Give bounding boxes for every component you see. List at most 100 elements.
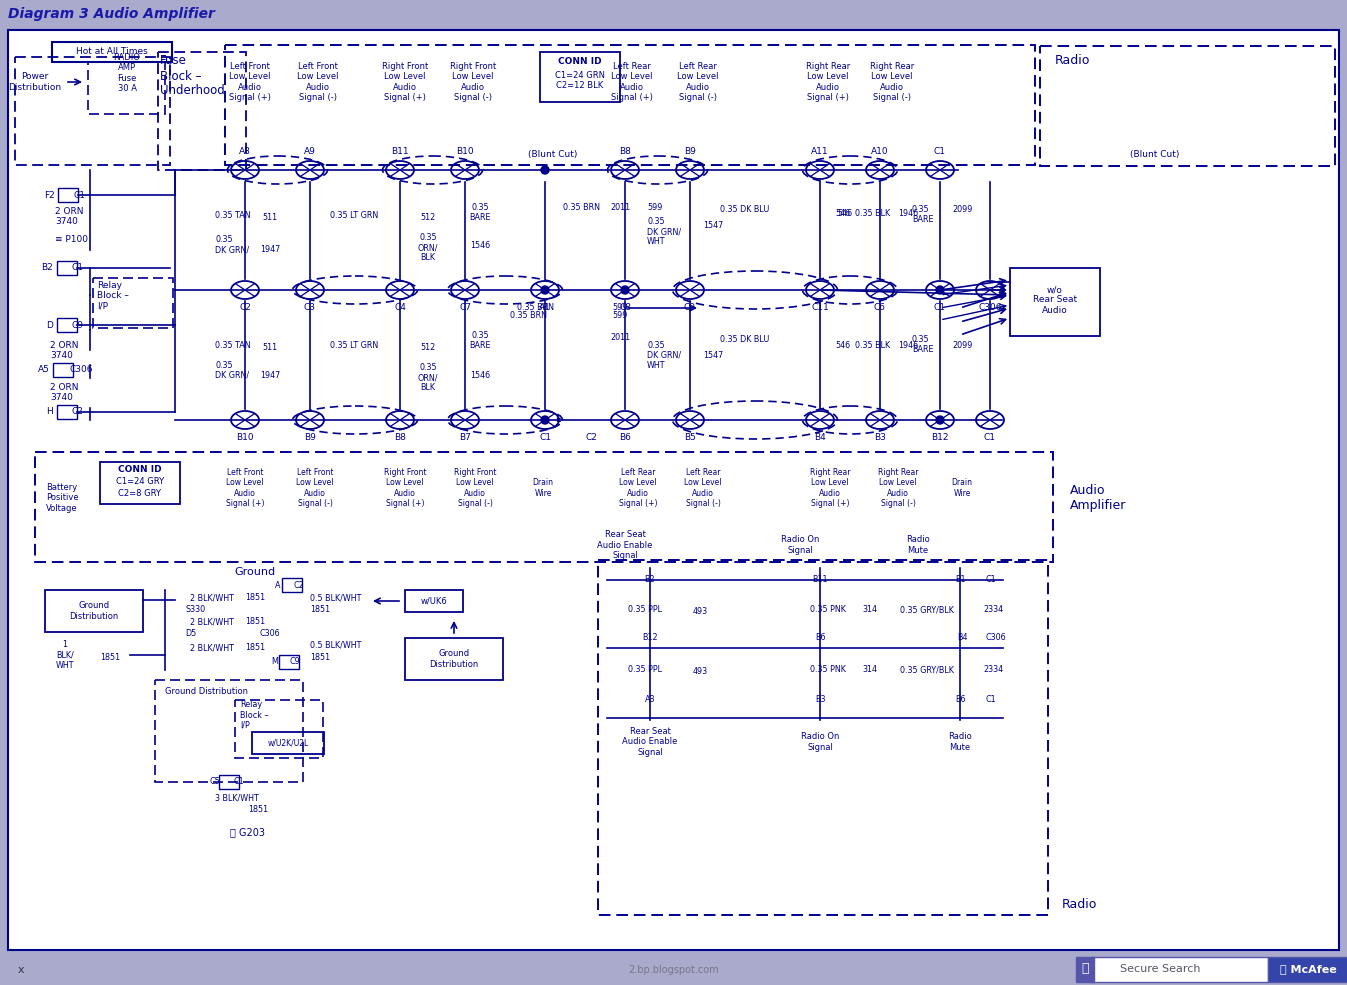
- Text: 1
BLK/
WHT: 1 BLK/ WHT: [55, 640, 74, 670]
- Text: B9: B9: [684, 148, 696, 157]
- Text: B9: B9: [304, 433, 317, 442]
- Bar: [1268, 957, 1347, 982]
- Text: 0.35 BRN: 0.35 BRN: [517, 303, 554, 312]
- Text: 599: 599: [647, 203, 663, 212]
- Text: DK GRN/: DK GRN/: [216, 370, 249, 379]
- Text: C1: C1: [71, 264, 84, 273]
- Text: 2.bp.blogspot.com: 2.bp.blogspot.com: [629, 965, 719, 975]
- Text: C1: C1: [539, 433, 551, 442]
- Text: (Blunt Cut): (Blunt Cut): [528, 151, 578, 160]
- Text: (Blunt Cut): (Blunt Cut): [1130, 151, 1180, 160]
- Text: C8: C8: [620, 303, 630, 312]
- Text: B12: B12: [931, 433, 948, 442]
- Text: 0.35 BRN: 0.35 BRN: [563, 203, 599, 212]
- Text: 1851: 1851: [310, 652, 330, 662]
- Text: Diagram 3 Audio Amplifier: Diagram 3 Audio Amplifier: [8, 7, 216, 21]
- Text: 0.35: 0.35: [647, 218, 664, 227]
- Text: Radio On
Signal: Radio On Signal: [781, 535, 819, 555]
- Bar: [0, 0, 1347, 28]
- Text: A10: A10: [872, 148, 889, 157]
- Bar: [279, 655, 299, 669]
- Text: Right Front
Low Level
Audio
Signal (-): Right Front Low Level Audio Signal (-): [450, 62, 496, 102]
- Text: B3: B3: [874, 433, 886, 442]
- Circle shape: [936, 416, 944, 424]
- Text: A: A: [275, 580, 280, 589]
- Text: ⌗ G203: ⌗ G203: [230, 827, 265, 837]
- Text: B5: B5: [684, 433, 696, 442]
- Text: Rear Seat
Audio Enable
Signal: Rear Seat Audio Enable Signal: [597, 530, 653, 559]
- Text: B4: B4: [956, 633, 967, 642]
- Text: 0.35: 0.35: [912, 206, 929, 215]
- Text: C2=12 BLK: C2=12 BLK: [556, 82, 603, 91]
- Text: 0.35: 0.35: [647, 341, 664, 350]
- Text: M: M: [272, 658, 279, 667]
- Bar: [0, 955, 1347, 985]
- Bar: [93, 278, 172, 328]
- Text: H: H: [46, 408, 53, 417]
- Bar: [15, 57, 170, 165]
- Text: Drain
Wire: Drain Wire: [532, 479, 554, 497]
- Text: C2: C2: [585, 432, 597, 441]
- Bar: [234, 700, 323, 758]
- Bar: [1076, 957, 1094, 982]
- Text: B12: B12: [643, 633, 657, 642]
- Bar: [158, 52, 247, 170]
- Text: C1: C1: [985, 575, 995, 584]
- Text: Right Front
Low Level
Audio
Signal (-): Right Front Low Level Audio Signal (-): [454, 468, 496, 508]
- Text: 0.35 PNK: 0.35 PNK: [810, 666, 846, 675]
- Text: 0.5 BLK/WHT: 0.5 BLK/WHT: [310, 594, 361, 603]
- Bar: [44, 590, 143, 632]
- Text: 2 BLK/WHT: 2 BLK/WHT: [190, 618, 234, 626]
- Bar: [1010, 268, 1100, 336]
- Text: Drain
Wire: Drain Wire: [951, 479, 973, 497]
- Text: 1851: 1851: [248, 806, 268, 815]
- Text: BLK: BLK: [420, 253, 435, 262]
- Text: 0.35 GRY/BLK: 0.35 GRY/BLK: [900, 666, 954, 675]
- Text: A1: A1: [539, 303, 551, 312]
- Text: B8: B8: [395, 433, 405, 442]
- Text: B11: B11: [812, 575, 828, 584]
- Bar: [405, 638, 502, 680]
- Text: 0.5 BLK/WHT: 0.5 BLK/WHT: [310, 640, 361, 649]
- Text: B6: B6: [955, 695, 966, 704]
- Text: Secure Search: Secure Search: [1119, 964, 1200, 974]
- Text: 3740: 3740: [55, 218, 78, 227]
- Text: B2: B2: [42, 264, 53, 273]
- Text: BLK: BLK: [420, 383, 435, 392]
- Text: C6: C6: [874, 303, 886, 312]
- Text: w/U2K/U2L: w/U2K/U2L: [267, 739, 308, 748]
- Text: C306: C306: [985, 633, 1006, 642]
- Text: 0.35 TAN: 0.35 TAN: [216, 341, 251, 350]
- Text: Right Rear
Low Level
Audio
Signal (+): Right Rear Low Level Audio Signal (+): [810, 468, 850, 508]
- Text: Power
Distribution: Power Distribution: [8, 72, 62, 92]
- Text: 1851: 1851: [245, 643, 265, 652]
- Text: 0.35 PPL: 0.35 PPL: [628, 606, 661, 615]
- Text: 314: 314: [862, 606, 877, 615]
- Text: 0.35 BRN: 0.35 BRN: [511, 310, 547, 319]
- Text: 0.35 LT GRN: 0.35 LT GRN: [330, 341, 379, 350]
- Text: 1851: 1851: [310, 605, 330, 614]
- Text: WHT: WHT: [647, 237, 665, 246]
- Text: B10: B10: [457, 148, 474, 157]
- Text: 0.35: 0.35: [912, 336, 929, 345]
- Text: B10: B10: [236, 433, 253, 442]
- Text: 546: 546: [835, 341, 850, 350]
- Text: 1851: 1851: [100, 653, 120, 663]
- Circle shape: [936, 286, 944, 294]
- Bar: [35, 452, 1053, 562]
- Text: Ground
Distribution: Ground Distribution: [70, 601, 119, 621]
- Text: C3: C3: [304, 303, 317, 312]
- Text: 0.35 TAN: 0.35 TAN: [216, 211, 251, 220]
- Text: C4: C4: [395, 303, 405, 312]
- Text: C306: C306: [69, 365, 93, 374]
- Text: 2011: 2011: [610, 334, 630, 343]
- Circle shape: [541, 416, 550, 424]
- Text: C9: C9: [684, 303, 696, 312]
- Text: B11: B11: [391, 148, 408, 157]
- Bar: [1040, 46, 1335, 166]
- Text: 2334: 2334: [983, 606, 1004, 615]
- Text: Left Front
Low Level
Audio
Signal (+): Left Front Low Level Audio Signal (+): [226, 468, 264, 508]
- Text: 1851: 1851: [245, 594, 265, 603]
- Text: Hot at All Times: Hot at All Times: [77, 47, 148, 56]
- Text: BARE: BARE: [912, 216, 933, 225]
